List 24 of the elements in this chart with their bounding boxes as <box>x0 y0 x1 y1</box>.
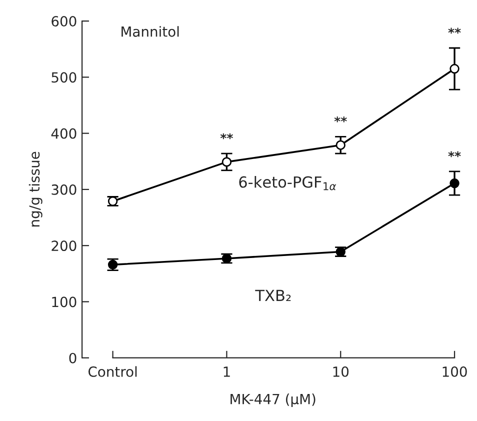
y-tick-label: 400 <box>51 128 76 139</box>
y-tick-label: 500 <box>52 72 76 83</box>
x-tick-label: 100 <box>442 366 467 377</box>
annotation: ** <box>220 133 233 140</box>
annotation: Mannitol <box>122 26 179 37</box>
point <box>336 140 346 150</box>
point <box>450 178 460 188</box>
annotation: ** <box>448 28 461 34</box>
annotation: ** <box>334 116 347 122</box>
y-tick-label: 100 <box>52 296 76 308</box>
x-tick-label: Control <box>88 366 137 377</box>
x-tick-label: 10 <box>333 366 349 377</box>
x-tick-label: 1 <box>224 366 230 377</box>
y-tick-label: 600 <box>52 16 76 27</box>
x-axis-title: MK-447 (μM) <box>230 394 316 407</box>
y-tick-label: 200 <box>52 240 76 252</box>
y-axis-title: ng/g tissue <box>28 152 42 227</box>
series-label: 6-keto-PGF$_{1α}$ <box>239 176 336 190</box>
y-tick-label: 0 <box>69 352 76 364</box>
y-tick-label: 300 <box>52 184 76 195</box>
annotation: ** <box>448 151 461 158</box>
point <box>222 157 232 167</box>
text: TXB₂ <box>255 290 291 302</box>
point <box>450 64 460 74</box>
